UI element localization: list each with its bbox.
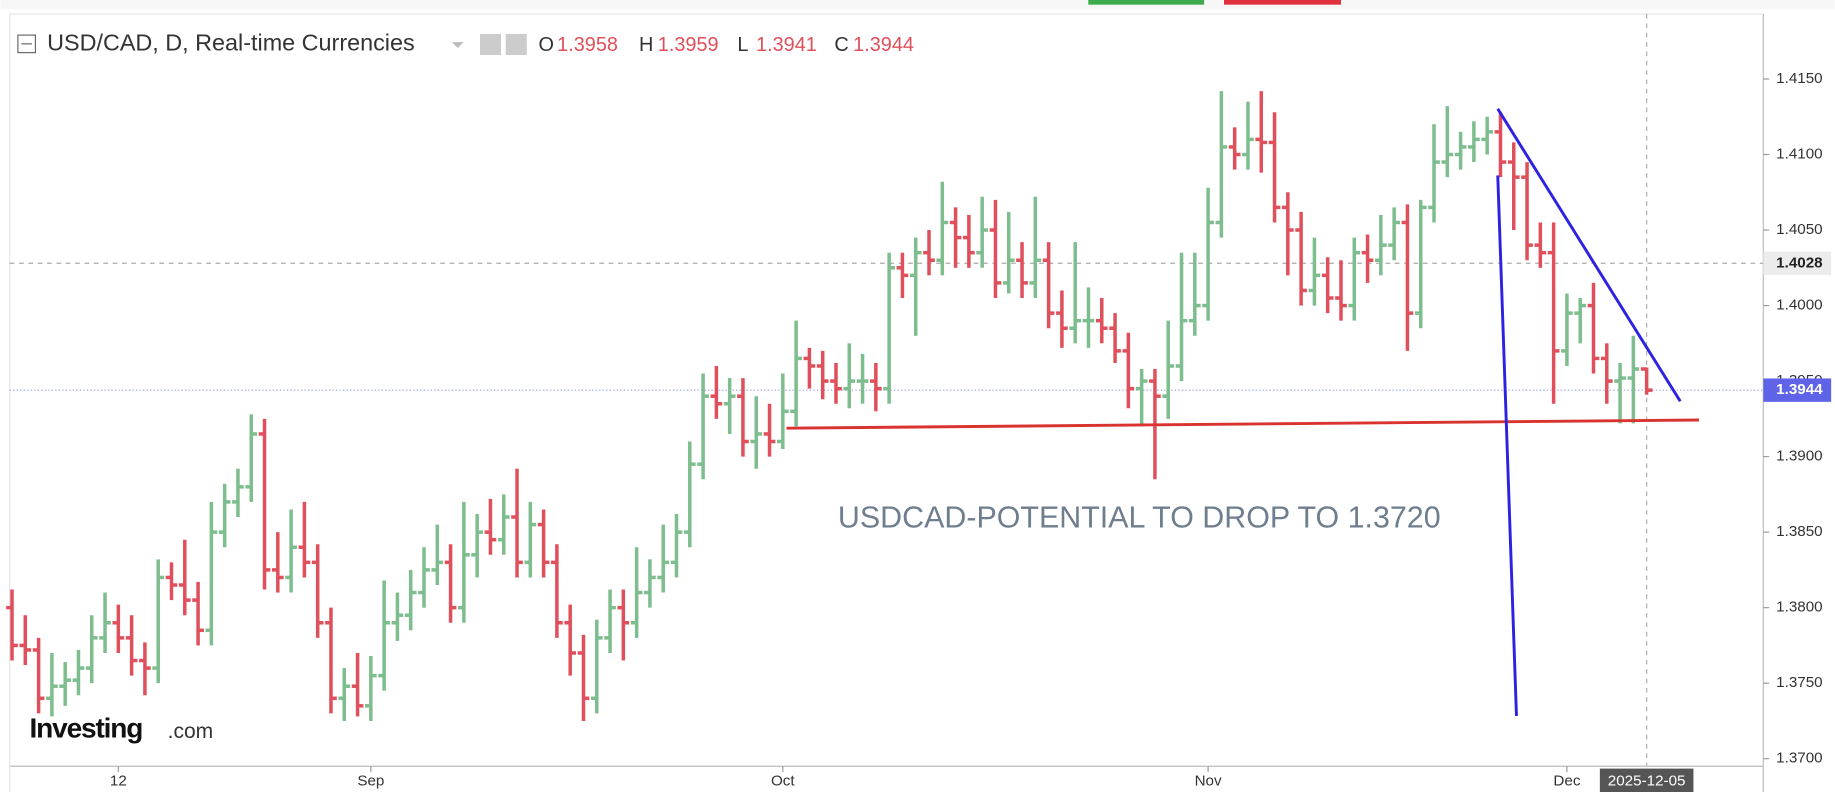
y-tick-label: 1.4050 xyxy=(1776,221,1822,238)
ohlc-value: 1.3944 xyxy=(853,34,914,56)
y-tick-label: 1.4150 xyxy=(1776,70,1822,87)
y-tick-label: 1.4000 xyxy=(1776,297,1822,314)
crosshair-date-box xyxy=(1599,768,1694,792)
y-tick-label: 1.4100 xyxy=(1776,146,1822,163)
crosshair-price-box xyxy=(1763,251,1832,275)
logo-suffix: .com xyxy=(168,720,214,743)
trend-line xyxy=(1496,108,1682,403)
x-tick-label: Dec xyxy=(1553,772,1580,789)
projection-line xyxy=(1496,175,1518,717)
crosshair-date-label: 2025-12-05 xyxy=(1608,772,1686,789)
support-line xyxy=(786,418,1699,430)
toolbar-strip xyxy=(0,0,1835,10)
toolbar xyxy=(0,0,1835,10)
last-price-box xyxy=(1763,378,1832,402)
plot xyxy=(6,14,1764,767)
ohlc-readout: O 1.3958 H 1.3959 L 1.3941 C 1.3944 xyxy=(538,34,913,56)
y-tick-label: 1.3800 xyxy=(1776,599,1822,616)
logo: Investing .com xyxy=(30,712,214,743)
crosshair-price-label: 1.4028 xyxy=(1776,254,1822,271)
x-tick-label: Sep xyxy=(357,772,384,789)
x-tick-label: Oct xyxy=(771,772,795,789)
settings-icon[interactable] xyxy=(505,33,527,55)
y-tick-label: 1.3900 xyxy=(1776,448,1822,465)
y-tick-label: 1.3750 xyxy=(1776,674,1822,691)
ohlc-key: H xyxy=(639,34,653,56)
ohlc-value: 1.3959 xyxy=(658,34,719,56)
symbol-title: USD/CAD, D, Real-time Currencies xyxy=(47,30,415,56)
dropdown-arrow[interactable] xyxy=(451,42,464,48)
ohlc-value: 1.3941 xyxy=(756,34,817,56)
price-axis: 1.41501.41001.40501.40001.39501.39001.38… xyxy=(110,70,1832,792)
y-tick-label: 1.3850 xyxy=(1776,523,1822,540)
y-tick-label: 1.3700 xyxy=(1776,750,1822,767)
ohlc-key: L xyxy=(737,34,748,56)
ohlc-value: 1.3958 xyxy=(557,34,618,56)
sell-button[interactable] xyxy=(1224,0,1341,5)
buy-button[interactable] xyxy=(1088,0,1205,5)
x-tick-label: Nov xyxy=(1195,772,1222,789)
x-tick-label: 12 xyxy=(110,772,127,789)
ohlc-key: O xyxy=(538,34,553,56)
collapse-icon[interactable] xyxy=(17,34,37,54)
eye-icon[interactable] xyxy=(479,33,502,55)
last-price-label: 1.3944 xyxy=(1776,381,1823,398)
ohlc-key: C xyxy=(834,34,848,56)
logo-main: Investing xyxy=(30,712,143,743)
annotation: USDCAD-POTENTIAL TO DROP TO 1.3720 xyxy=(838,500,1441,534)
header: USD/CAD, D, Real-time Currencies xyxy=(17,30,527,56)
